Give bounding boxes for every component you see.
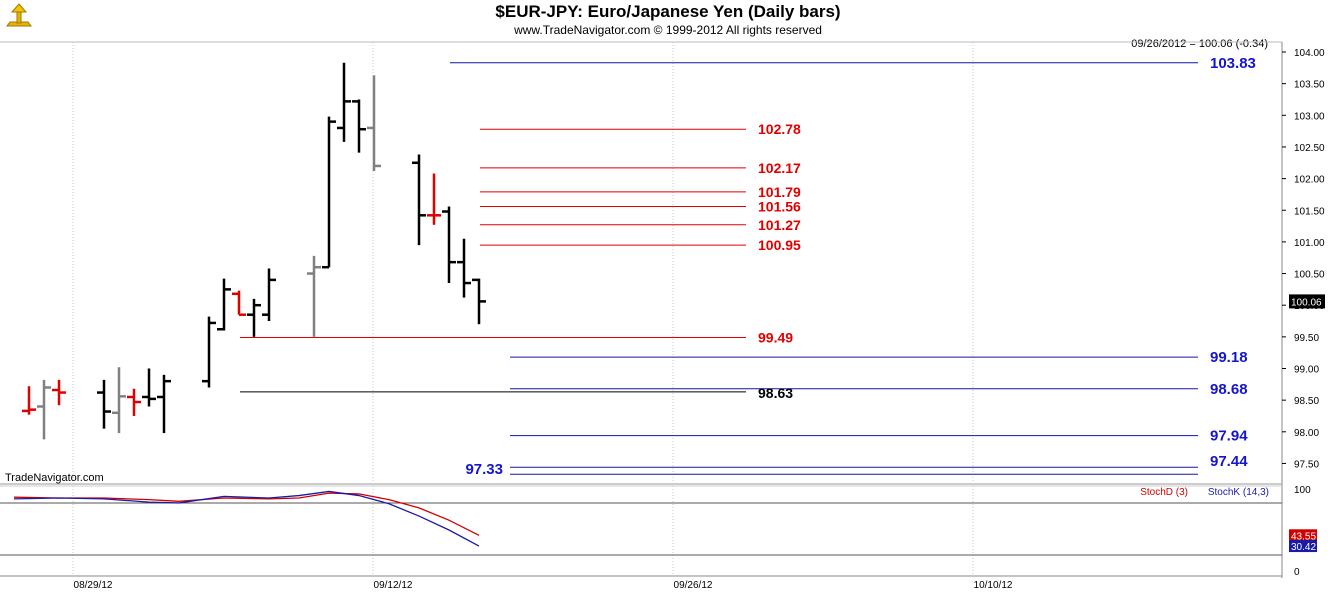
ohlc-bar — [322, 116, 336, 269]
level-label: 101.79 — [758, 184, 801, 200]
level-label: 98.63 — [758, 385, 793, 401]
price-tick-label: 104.00 — [1294, 48, 1325, 59]
level-label: 102.78 — [758, 121, 801, 137]
last-price-text: 100.06 — [1291, 297, 1322, 308]
watermark-text: TradeNavigator.com — [5, 472, 104, 484]
last-quote-text: 09/26/2012 = 100.06 (-0.34) — [1131, 38, 1268, 50]
price-tick-label: 102.00 — [1294, 175, 1325, 186]
last-price-tag — [1289, 294, 1325, 309]
ohlc-bar — [367, 75, 381, 172]
chart-title: $EUR-JPY: Euro/Japanese Yen (Daily bars) — [495, 2, 840, 21]
ohlc-bar — [127, 388, 141, 416]
ohlc-bar — [472, 278, 486, 325]
ohlc-bar — [52, 379, 66, 406]
price-tick-label: 97.50 — [1294, 459, 1319, 470]
price-tick-label: 103.50 — [1294, 80, 1325, 91]
ohlc-bar — [262, 268, 276, 322]
ohlc-bar — [217, 278, 231, 331]
level-label: 101.27 — [758, 217, 801, 233]
price-axis: 104.00 103.50 103.00 102.50 102.00 101.50 101.… — [1282, 48, 1325, 470]
ohlc-bar — [202, 316, 216, 388]
ohlc-bar — [22, 386, 36, 415]
stochastic-value-tag — [1289, 529, 1317, 542]
logo-icon — [6, 3, 32, 27]
date-axis: 08/29/12 09/12/12 09/26/12 10/10/12 — [74, 580, 1013, 591]
price-tick-label: 98.00 — [1294, 428, 1319, 439]
price-tick-label: 100.50 — [1294, 270, 1325, 281]
ohlc-bar — [442, 206, 456, 284]
level-label: 97.94 — [1210, 428, 1248, 445]
price-tick-label: 98.50 — [1294, 396, 1319, 407]
price-tick-label: 102.50 — [1294, 143, 1325, 154]
price-tick-label: 99.50 — [1294, 333, 1319, 344]
stochastic-value-tag — [1289, 540, 1317, 553]
level-label: 103.83 — [1210, 55, 1256, 72]
price-tick-label: 103.00 — [1294, 111, 1325, 122]
level-label: 100.95 — [758, 237, 801, 253]
date-tick-label: 09/26/12 — [674, 580, 713, 591]
price-tick-label: 101.50 — [1294, 206, 1325, 217]
date-tick-label: 08/29/12 — [74, 580, 113, 591]
level-label: 98.68 — [1210, 381, 1248, 398]
ohlc-bar — [142, 368, 156, 407]
ohlc-bar — [112, 367, 126, 434]
date-tick-label: 10/10/12 — [974, 580, 1013, 591]
ohlc-bar — [352, 99, 366, 153]
ohlc-bar — [37, 379, 51, 440]
date-tick-label: 09/12/12 — [374, 580, 413, 591]
level-lines — [240, 62, 1198, 475]
ohlc-bar — [307, 255, 321, 337]
level-label: 97.33 — [465, 461, 503, 478]
stochastic-series-line — [13, 492, 480, 536]
level-label: 101.56 — [758, 198, 801, 214]
ohlc-bars — [22, 62, 486, 440]
stochastic-value-text: 43.55 — [1291, 531, 1316, 542]
copyright-text: www.TradeNavigator.com © 1999-2012 All r… — [513, 23, 822, 37]
level-label: 99.18 — [1210, 349, 1248, 366]
stochastic-lines — [13, 490, 480, 547]
stochd-legend: StochD (3) — [1140, 487, 1188, 498]
header: $EUR-JPY: Euro/Japanese Yen (Daily bars)… — [495, 2, 1268, 50]
ohlc-bar — [247, 298, 261, 337]
stochastic-series-line — [13, 490, 480, 547]
ohlc-bar — [157, 374, 171, 434]
level-label: 102.17 — [758, 160, 801, 176]
stochastic-tick-label: 100 — [1294, 485, 1311, 496]
stochastic-value-text: 30.42 — [1291, 542, 1316, 553]
vertical-gridlines — [72, 42, 974, 576]
level-label: 97.44 — [1210, 453, 1248, 470]
price-tick-label: 101.00 — [1294, 238, 1325, 249]
stochk-legend: StochK (14,3) — [1208, 487, 1269, 498]
ohlc-bar — [97, 379, 111, 429]
level-label: 99.49 — [758, 329, 793, 345]
ohlc-bar — [427, 173, 441, 225]
ohlc-bar — [412, 154, 426, 246]
ohlc-bar — [337, 62, 351, 142]
stochastic-tick-label: 0 — [1294, 567, 1300, 578]
price-tick-label: 99.00 — [1294, 365, 1319, 376]
ohlc-bar — [457, 238, 471, 298]
ohlc-bar — [232, 290, 246, 316]
